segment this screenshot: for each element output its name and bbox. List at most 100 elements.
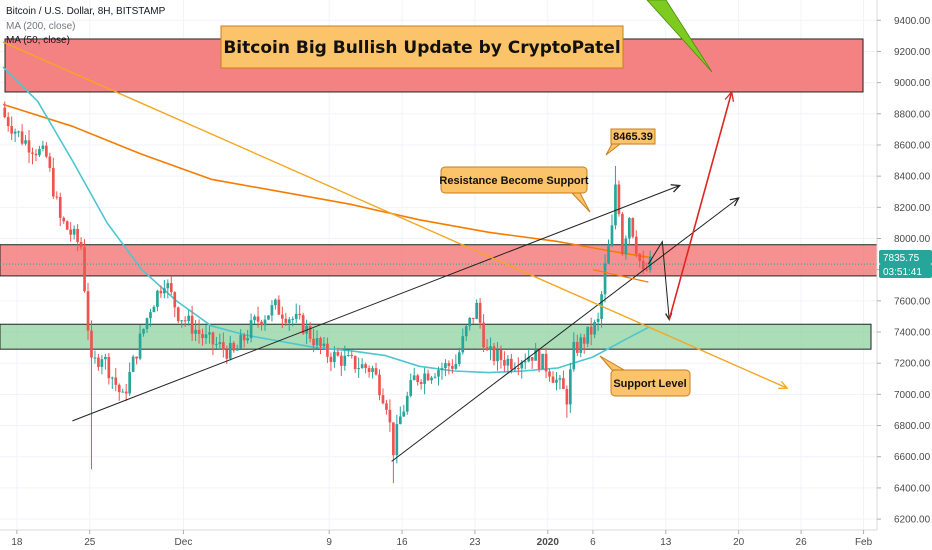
candle-body <box>315 338 319 346</box>
time-tick-label: 20 <box>733 537 745 548</box>
price-tick-label: 9000.00 <box>894 78 931 89</box>
candle-body <box>506 358 510 366</box>
price-tick-label: 7400.00 <box>894 328 931 339</box>
candle-body <box>308 326 312 339</box>
time-tick-label: 9 <box>326 537 332 548</box>
time-tick-label: 13 <box>660 537 672 548</box>
candle-body <box>312 338 315 346</box>
price-tick-label: 7600.00 <box>894 296 931 307</box>
candle-body <box>58 197 62 218</box>
candle-body <box>38 148 41 156</box>
candle-body <box>97 357 100 367</box>
candle-body <box>447 363 451 366</box>
candle-body <box>496 349 499 362</box>
candle-body <box>45 145 48 157</box>
candle-body <box>614 184 617 226</box>
candle-body <box>485 347 489 351</box>
candle-body <box>194 329 197 334</box>
candle-body <box>242 334 246 341</box>
price-tick-label: 8200.00 <box>894 203 931 214</box>
candle-body <box>569 369 572 405</box>
legend-ma200[interactable]: MA (200, close) <box>6 21 75 32</box>
price-tick-label: 7200.00 <box>894 359 931 370</box>
candle-body <box>145 318 149 330</box>
bar-countdown: 03:51:41 <box>883 267 922 278</box>
time-tick-label: Dec <box>175 537 193 548</box>
candle-body <box>48 156 52 168</box>
candle-body <box>430 377 433 381</box>
candle-body <box>13 131 17 134</box>
candle-body <box>631 218 635 237</box>
candle-body <box>648 256 652 270</box>
candle-body <box>628 218 631 239</box>
legend-ma50[interactable]: MA (50, close) <box>6 35 70 46</box>
candle-body <box>62 217 66 222</box>
candle-body <box>381 395 385 404</box>
candle-body <box>100 359 104 367</box>
candle-body <box>69 229 72 235</box>
candle-body <box>537 350 541 370</box>
candles <box>3 101 652 484</box>
support-label: Support Level <box>613 378 686 390</box>
candle-body <box>159 290 163 294</box>
zone-resistance-become-support <box>0 244 878 277</box>
candle-body <box>582 337 586 344</box>
candle-body <box>392 422 395 456</box>
candle-body <box>41 145 45 149</box>
resistance-label: Resistance Become Support <box>439 175 588 187</box>
price-axis[interactable]: 6200.00 6400.00 6600.00 6800.00 7000.00 7200.… <box>877 16 931 526</box>
time-tick-label: 6 <box>590 537 596 548</box>
time-tick-label: 16 <box>396 537 408 548</box>
candle-body <box>10 126 14 134</box>
candle-body <box>6 117 10 127</box>
candle-body <box>301 315 305 334</box>
candle-body <box>603 263 607 295</box>
candle-body <box>457 352 461 364</box>
candle-body <box>634 236 638 254</box>
candle-body <box>274 299 277 306</box>
candle-body <box>201 333 204 339</box>
candle-body <box>589 326 593 335</box>
candle-body <box>364 364 367 369</box>
candle-body <box>374 368 378 375</box>
candle-body <box>461 336 465 353</box>
trendline-descending-trendline <box>2 41 788 389</box>
candle-body <box>523 361 527 363</box>
legend-symbol[interactable]: Bitcoin / U.S. Dollar, 8H, BITSTAMP <box>6 6 166 17</box>
time-tick-label: Feb <box>855 537 873 548</box>
price-tick-label: 9200.00 <box>894 47 931 58</box>
candle-body <box>333 351 336 363</box>
candle-body <box>239 334 243 349</box>
candle-body <box>166 283 170 289</box>
candle-body <box>34 153 38 156</box>
candle-body <box>267 315 270 320</box>
candle-body <box>409 380 413 396</box>
candle-body <box>645 269 649 271</box>
time-axis[interactable]: 18 25 Dec 9 16 23 2020 6 13 20 26 Feb <box>11 530 873 548</box>
candle-body <box>204 334 208 339</box>
projection-dip <box>647 240 670 320</box>
candle-body <box>117 384 121 393</box>
candle-body <box>371 368 374 372</box>
candle-body <box>468 317 472 327</box>
candle-body <box>79 241 83 248</box>
candle-body <box>215 344 218 346</box>
candle-body <box>124 391 128 394</box>
candle-body <box>291 318 295 320</box>
candle-body <box>24 140 27 144</box>
candle-body <box>322 343 326 347</box>
candle-body <box>416 375 419 382</box>
candle-body <box>579 337 583 353</box>
candle-body <box>357 368 361 370</box>
candle-body <box>131 356 135 372</box>
candle-body <box>419 381 423 384</box>
candle-body <box>360 364 364 369</box>
candle-body <box>346 355 350 357</box>
candle-body <box>319 338 322 347</box>
candle-body <box>541 353 544 370</box>
candle-body <box>610 225 614 246</box>
price-tick-label: 6400.00 <box>894 483 931 494</box>
price-tick-label: 6600.00 <box>894 452 931 463</box>
candle-body <box>489 346 492 351</box>
